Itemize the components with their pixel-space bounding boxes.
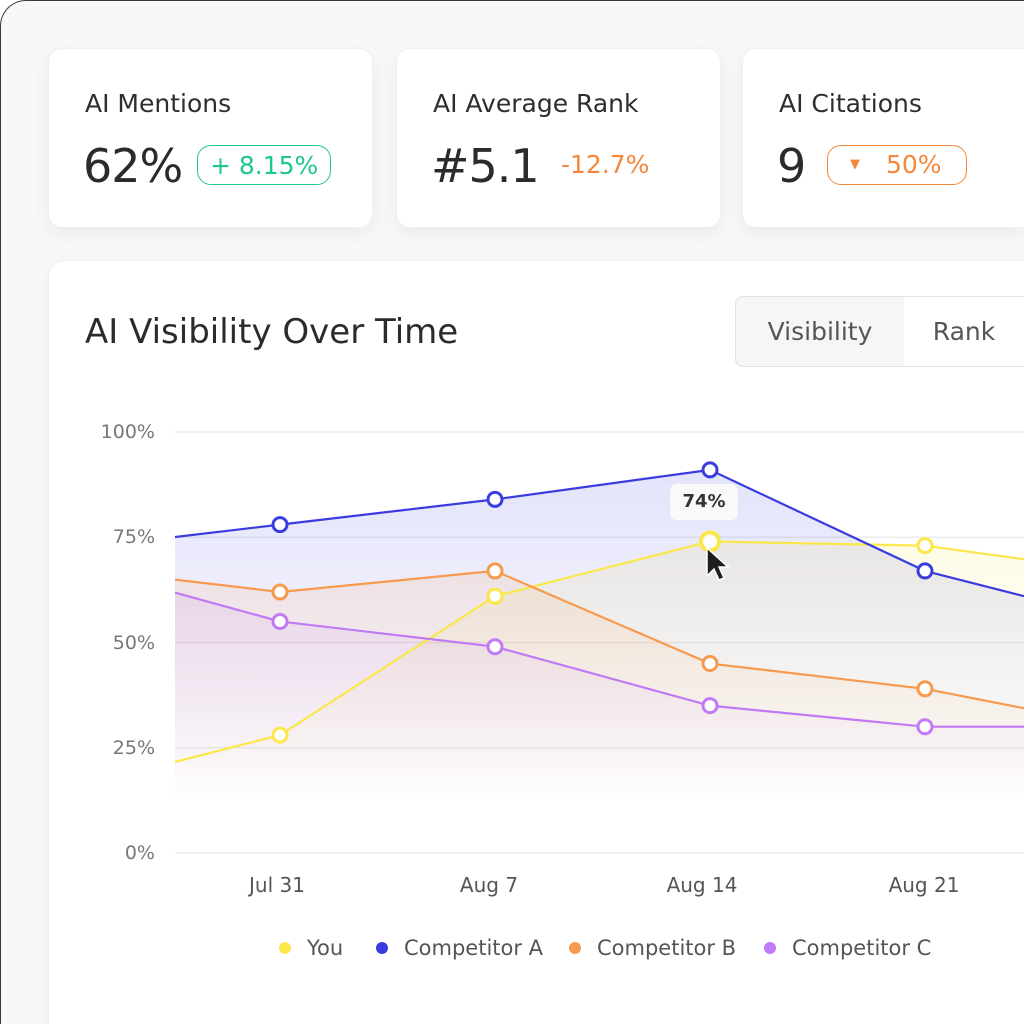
- y-tick-label: 50%: [112, 632, 155, 654]
- legend-dot: [569, 942, 581, 954]
- legend-item-competitor-c[interactable]: Competitor C: [764, 936, 931, 960]
- card-label: AI Mentions: [85, 89, 232, 118]
- y-tick-label: 75%: [112, 526, 155, 548]
- mouse-cursor-icon: [706, 546, 730, 581]
- legend-item-you[interactable]: You: [279, 936, 343, 960]
- card-value: 9: [777, 139, 806, 193]
- legend-item-competitor-b[interactable]: Competitor B: [569, 936, 736, 960]
- data-point[interactable]: [486, 490, 504, 508]
- data-point[interactable]: [486, 638, 504, 656]
- data-point[interactable]: [486, 587, 504, 605]
- data-point[interactable]: [271, 583, 289, 601]
- legend-label: Competitor A: [404, 936, 544, 960]
- tooltip: 74%: [670, 484, 738, 520]
- x-tick-label: Aug 14: [666, 873, 738, 897]
- data-point[interactable]: [701, 655, 719, 673]
- legend-label: Competitor C: [792, 936, 932, 960]
- legend-dot: [279, 942, 291, 954]
- x-tick-label: Aug 21: [888, 873, 960, 897]
- data-point[interactable]: [271, 726, 289, 744]
- tab-visibility[interactable]: Visibility: [735, 296, 905, 367]
- chart-title: AI Visibility Over Time: [85, 312, 459, 352]
- change-badge: -12.7%: [561, 150, 650, 179]
- ai-mentions-card[interactable]: AI Mentions 62% + 8.15%: [48, 48, 373, 228]
- card-label: AI Average Rank: [433, 89, 639, 118]
- data-point[interactable]: [916, 718, 934, 736]
- data-point[interactable]: [486, 562, 504, 580]
- data-point[interactable]: [701, 697, 719, 715]
- legend-dot: [764, 942, 776, 954]
- y-tick-label: 25%: [112, 737, 155, 759]
- card-label: AI Citations: [779, 89, 922, 118]
- change-value: 50%: [886, 150, 942, 179]
- card-value: 62%: [83, 139, 183, 193]
- series-line: [175, 468, 1024, 598]
- y-tick-label: 0%: [124, 842, 155, 864]
- data-point[interactable]: [271, 516, 289, 534]
- x-tick-label: Aug 7: [459, 873, 519, 897]
- change-badge: ▼ 50%: [827, 145, 967, 185]
- series-line: [175, 591, 1024, 728]
- data-point[interactable]: [271, 612, 289, 630]
- data-point[interactable]: [701, 461, 719, 479]
- card-value: #5.1: [431, 139, 540, 193]
- legend-label: Competitor B: [597, 936, 737, 960]
- legend-dot: [376, 942, 388, 954]
- data-point[interactable]: [916, 537, 934, 555]
- tab-rank[interactable]: Rank: [904, 296, 1024, 367]
- series-line: [175, 540, 1024, 763]
- change-badge: + 8.15%: [197, 145, 332, 185]
- data-point[interactable]: [916, 562, 934, 580]
- series-area: [175, 592, 1024, 803]
- ai-average-rank-card[interactable]: AI Average Rank #5.1 -12.7%: [396, 48, 721, 228]
- data-point[interactable]: [916, 680, 934, 698]
- legend-item-competitor-a[interactable]: Competitor A: [376, 936, 543, 960]
- series-line: [175, 569, 1024, 710]
- triangle-down-icon: ▼: [850, 157, 860, 172]
- x-tick-label: Jul 31: [249, 873, 305, 897]
- legend-label: You: [307, 936, 344, 960]
- y-tick-label: 100%: [100, 421, 155, 443]
- ai-citations-card[interactable]: AI Citations 9 ▼ 50%: [742, 48, 1024, 228]
